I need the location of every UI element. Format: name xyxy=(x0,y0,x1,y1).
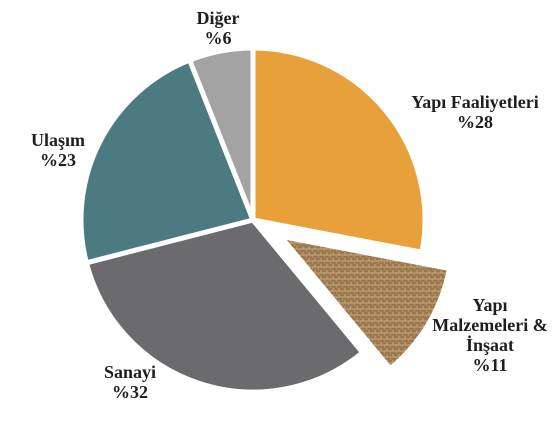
slice-label: Sanayi %32 xyxy=(85,362,175,402)
pie-slice xyxy=(186,45,256,221)
slice-label: Diğer %6 xyxy=(178,8,258,48)
pie-slice xyxy=(83,217,367,395)
category-label: Yapı Faaliyetleri xyxy=(411,92,539,112)
value-label: %23 xyxy=(40,150,76,170)
slice-label: Ulaşım %23 xyxy=(13,130,103,170)
category-label: Diğer xyxy=(196,8,240,28)
category-label: Sanayi xyxy=(103,362,157,382)
value-label: %28 xyxy=(457,112,493,132)
slice-label: Yapı Malzemeleri & İnşaat %11 xyxy=(430,295,550,375)
pie-slice xyxy=(250,45,428,256)
value-label: %6 xyxy=(204,28,232,48)
value-label: %11 xyxy=(472,355,508,375)
pie-slice xyxy=(274,232,453,373)
value-label: %32 xyxy=(112,382,148,402)
slice-label: Yapı Faaliyetleri %28 xyxy=(410,92,540,132)
category-label: Yapı Malzemeleri & İnşaat xyxy=(432,295,548,355)
category-label: Ulaşım xyxy=(31,130,85,150)
pie-slice xyxy=(78,56,257,266)
